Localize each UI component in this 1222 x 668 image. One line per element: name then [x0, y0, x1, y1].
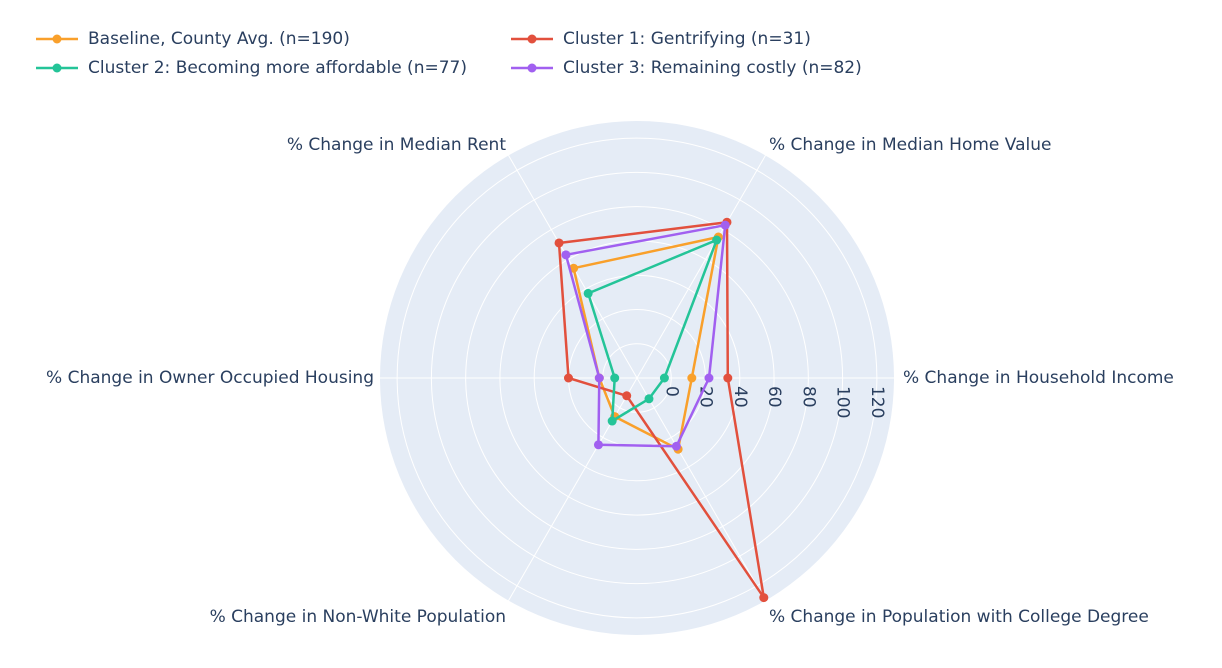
radial-tick-label: 80	[798, 386, 818, 408]
data-point[interactable]	[554, 238, 564, 248]
legend-item[interactable]: Cluster 3: Remaining costly (n=82)	[511, 58, 862, 78]
legend[interactable]: Baseline, County Avg. (n=190) Cluster 1: …	[36, 29, 862, 78]
data-point[interactable]	[704, 373, 714, 383]
angular-axis-labels: % Change in Household Income % Change in …	[46, 135, 1174, 627]
radial-tick-label: 20	[696, 386, 716, 408]
data-point[interactable]	[759, 593, 769, 603]
data-point[interactable]	[607, 416, 617, 426]
data-point[interactable]	[594, 373, 604, 383]
legend-label: Cluster 3: Remaining costly (n=82)	[563, 58, 862, 78]
data-point[interactable]	[659, 373, 669, 383]
data-point[interactable]	[561, 250, 571, 260]
series-traces	[554, 217, 769, 603]
series-trace	[583, 235, 722, 426]
legend-label: Cluster 2: Becoming more affordable (n=7…	[88, 58, 467, 78]
data-point[interactable]	[610, 373, 620, 383]
legend-label: Cluster 1: Gentrifying (n=31)	[563, 29, 811, 49]
grid-spoke	[636, 377, 766, 601]
data-point[interactable]	[563, 373, 573, 383]
angular-axis-label: % Change in Non-White Population	[210, 607, 506, 627]
radial-tick-labels: 0 20 40 60 80 100 120	[661, 386, 887, 418]
angular-axis-label: % Change in Owner Occupied Housing	[46, 368, 374, 388]
legend-marker	[527, 63, 537, 73]
angular-axis-label: % Change in Population with College Degr…	[769, 607, 1149, 627]
data-point[interactable]	[583, 288, 593, 298]
legend-item[interactable]: Cluster 2: Becoming more affordable (n=7…	[36, 58, 467, 78]
legend-marker	[527, 34, 537, 44]
angular-axis-label: % Change in Household Income	[903, 368, 1174, 388]
data-point[interactable]	[644, 394, 654, 404]
radial-tick-label: 100	[833, 386, 853, 418]
legend-marker	[52, 63, 62, 73]
angular-axis-label: % Change in Median Home Value	[769, 135, 1051, 155]
data-point[interactable]	[712, 235, 722, 245]
legend-label: Baseline, County Avg. (n=190)	[88, 29, 350, 49]
data-point[interactable]	[622, 391, 632, 401]
legend-item[interactable]: Baseline, County Avg. (n=190)	[36, 29, 350, 49]
radial-tick-label: 0	[661, 386, 681, 397]
series-trace	[561, 220, 730, 451]
data-point[interactable]	[671, 441, 681, 451]
data-point[interactable]	[687, 373, 697, 383]
legend-marker	[52, 34, 62, 44]
legend-item[interactable]: Cluster 1: Gentrifying (n=31)	[511, 29, 811, 49]
angular-axis-label: % Change in Median Rent	[287, 135, 506, 155]
grid-spoke	[636, 155, 766, 379]
radial-tick-label: 60	[764, 386, 784, 408]
data-point[interactable]	[720, 220, 730, 230]
data-point[interactable]	[593, 440, 603, 450]
radial-tick-label: 120	[867, 386, 887, 418]
polar-area: 0 20 40 60 80 100 120 % Change in Household In…	[46, 121, 1174, 635]
data-point[interactable]	[723, 373, 733, 383]
radial-tick-label: 40	[730, 386, 750, 408]
